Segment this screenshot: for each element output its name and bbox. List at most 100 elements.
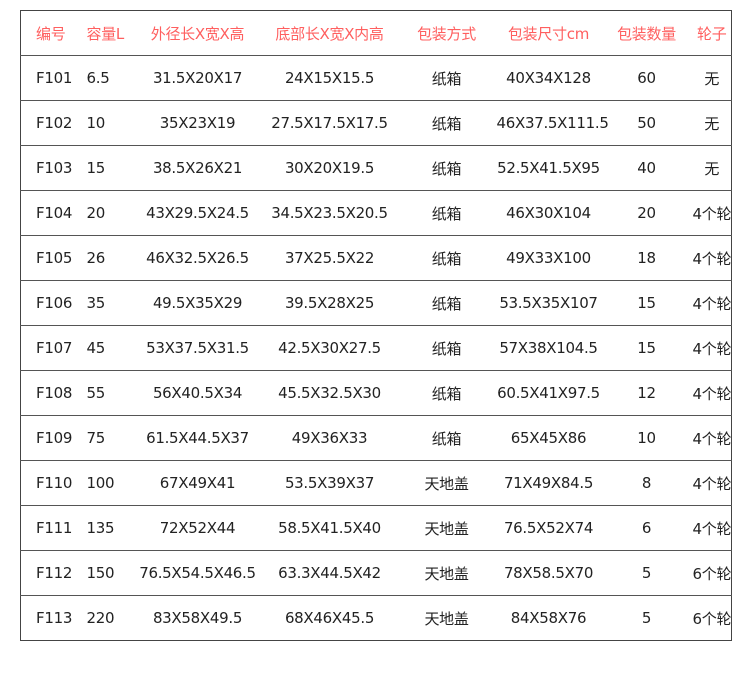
cell-capacity: 10 bbox=[82, 100, 133, 146]
cell-capacity: 135 bbox=[82, 505, 133, 551]
cell-code: F108 bbox=[20, 370, 83, 416]
cell-inner-size: 63.3X44.5X42 bbox=[262, 550, 397, 596]
table-row: F113 220 83X58X49.5 68X46X45.5 天地盖 84X58X76 5 6… bbox=[20, 595, 732, 641]
header-packing-type: 包装方式 bbox=[396, 10, 497, 56]
cell-wheels: 无 bbox=[692, 100, 732, 146]
cell-packing-type: 纸箱 bbox=[396, 55, 497, 101]
cell-packing-size: 57X38X104.5 bbox=[496, 325, 601, 371]
header-packing-size: 包装尺寸cm bbox=[496, 10, 601, 56]
cell-inner-size: 37X25.5X22 bbox=[262, 235, 397, 281]
header-row: 编号 容量L 外径长X宽X高 底部长X宽X内高 包装方式 包装尺寸cm 包装数量 轮子 bbox=[20, 10, 732, 56]
cell-packing-type: 纸箱 bbox=[396, 280, 497, 326]
cell-packing-qty: 50 bbox=[600, 100, 693, 146]
cell-capacity: 20 bbox=[82, 190, 133, 236]
table-row: F111 135 72X52X44 58.5X41.5X40 天地盖 76.5X52X74… bbox=[20, 505, 732, 551]
table-row: F105 26 46X32.5X26.5 37X25.5X22 纸箱 49X33X100 1… bbox=[20, 235, 732, 281]
cell-outer-size: 49.5X35X29 bbox=[132, 280, 263, 326]
cell-packing-type: 天地盖 bbox=[396, 550, 497, 596]
cell-packing-type: 纸箱 bbox=[396, 370, 497, 416]
cell-code: F113 bbox=[20, 595, 83, 641]
cell-inner-size: 45.5X32.5X30 bbox=[262, 370, 397, 416]
cell-code: F109 bbox=[20, 415, 83, 461]
cell-packing-type: 天地盖 bbox=[396, 460, 497, 506]
header-wheels: 轮子 bbox=[692, 10, 732, 56]
cell-capacity: 100 bbox=[82, 460, 133, 506]
table-row: F108 55 56X40.5X34 45.5X32.5X30 纸箱 60.5X41X97… bbox=[20, 370, 732, 416]
cell-packing-size: 71X49X84.5 bbox=[496, 460, 601, 506]
table-body: F101 6.5 31.5X20X17 24X15X15.5 纸箱 40X34X128 60… bbox=[20, 55, 732, 641]
cell-outer-size: 83X58X49.5 bbox=[132, 595, 263, 641]
cell-packing-size: 46X37.5X111.5 bbox=[496, 100, 609, 146]
cell-packing-type: 纸箱 bbox=[396, 145, 497, 191]
cell-wheels: 6个轮 bbox=[692, 550, 732, 596]
cell-capacity: 6.5 bbox=[82, 55, 133, 101]
cell-capacity: 35 bbox=[82, 280, 133, 326]
cell-code: F103 bbox=[20, 145, 83, 191]
cell-capacity: 75 bbox=[82, 415, 133, 461]
cell-outer-size: 35X23X19 bbox=[132, 100, 263, 146]
table-row: F103 15 38.5X26X21 30X20X19.5 纸箱 52.5X41.5X95… bbox=[20, 145, 732, 191]
cell-inner-size: 49X36X33 bbox=[262, 415, 397, 461]
cell-outer-size: 67X49X41 bbox=[132, 460, 263, 506]
cell-outer-size: 53X37.5X31.5 bbox=[132, 325, 263, 371]
cell-packing-size: 76.5X52X74 bbox=[496, 505, 601, 551]
cell-code: F102 bbox=[20, 100, 83, 146]
cell-inner-size: 58.5X41.5X40 bbox=[262, 505, 397, 551]
cell-packing-size: 53.5X35X107 bbox=[496, 280, 601, 326]
cell-code: F101 bbox=[20, 55, 83, 101]
cell-packing-type: 纸箱 bbox=[396, 235, 497, 281]
header-outer-size: 外径长X宽X高 bbox=[132, 10, 263, 56]
cell-packing-size: 52.5X41.5X95 bbox=[496, 145, 601, 191]
cell-code: F107 bbox=[20, 325, 83, 371]
cell-packing-qty: 20 bbox=[600, 190, 693, 236]
cell-packing-qty: 15 bbox=[600, 280, 693, 326]
cell-outer-size: 72X52X44 bbox=[132, 505, 263, 551]
cell-code: F106 bbox=[20, 280, 83, 326]
header-capacity: 容量L bbox=[82, 10, 133, 56]
header-packing-qty: 包装数量 bbox=[600, 10, 693, 56]
table-row: F109 75 61.5X44.5X37 49X36X33 纸箱 65X45X86 10 4个… bbox=[20, 415, 732, 461]
cell-packing-type: 纸箱 bbox=[396, 325, 497, 371]
cell-packing-qty: 40 bbox=[600, 145, 693, 191]
cell-packing-qty: 8 bbox=[600, 460, 693, 506]
cell-packing-type: 纸箱 bbox=[396, 100, 497, 146]
cell-wheels: 4个轮 bbox=[692, 280, 732, 326]
cell-outer-size: 46X32.5X26.5 bbox=[132, 235, 263, 281]
cell-outer-size: 43X29.5X24.5 bbox=[132, 190, 263, 236]
cell-outer-size: 31.5X20X17 bbox=[132, 55, 263, 101]
cell-code: F104 bbox=[20, 190, 83, 236]
cell-packing-qty: 6 bbox=[600, 505, 693, 551]
table-row: F110 100 67X49X41 53.5X39X37 天地盖 71X49X84.5 8 4… bbox=[20, 460, 732, 506]
cell-wheels: 4个轮 bbox=[692, 460, 732, 506]
cell-inner-size: 34.5X23.5X20.5 bbox=[262, 190, 397, 236]
cell-inner-size: 42.5X30X27.5 bbox=[262, 325, 397, 371]
cell-packing-size: 49X33X100 bbox=[496, 235, 601, 281]
spec-table: 编号 容量L 外径长X宽X高 底部长X宽X内高 包装方式 包装尺寸cm 包装数量 轮子 F10… bbox=[20, 10, 732, 641]
cell-packing-qty: 18 bbox=[600, 235, 693, 281]
cell-packing-size: 40X34X128 bbox=[496, 55, 601, 101]
cell-wheels: 无 bbox=[692, 145, 732, 191]
cell-wheels: 4个轮 bbox=[692, 325, 732, 371]
cell-packing-size: 78X58.5X70 bbox=[496, 550, 601, 596]
header-code: 编号 bbox=[20, 10, 83, 56]
cell-packing-size: 60.5X41X97.5 bbox=[496, 370, 601, 416]
cell-wheels: 4个轮 bbox=[692, 415, 732, 461]
cell-wheels: 4个轮 bbox=[692, 190, 732, 236]
cell-packing-size: 46X30X104 bbox=[496, 190, 601, 236]
cell-outer-size: 56X40.5X34 bbox=[132, 370, 263, 416]
cell-capacity: 15 bbox=[82, 145, 133, 191]
cell-packing-qty: 15 bbox=[600, 325, 693, 371]
cell-packing-size: 84X58X76 bbox=[496, 595, 601, 641]
cell-packing-qty: 5 bbox=[600, 550, 693, 596]
cell-wheels: 6个轮 bbox=[692, 595, 732, 641]
cell-packing-qty: 10 bbox=[600, 415, 693, 461]
cell-packing-type: 天地盖 bbox=[396, 505, 497, 551]
cell-capacity: 220 bbox=[82, 595, 133, 641]
cell-wheels: 4个轮 bbox=[692, 505, 732, 551]
cell-outer-size: 76.5X54.5X46.5 bbox=[132, 550, 263, 596]
table-row: F106 35 49.5X35X29 39.5X28X25 纸箱 53.5X35X107 1… bbox=[20, 280, 732, 326]
cell-wheels: 4个轮 bbox=[692, 370, 732, 416]
cell-code: F110 bbox=[20, 460, 83, 506]
table-row: F107 45 53X37.5X31.5 42.5X30X27.5 纸箱 57X38X10… bbox=[20, 325, 732, 371]
cell-packing-qty: 60 bbox=[600, 55, 693, 101]
